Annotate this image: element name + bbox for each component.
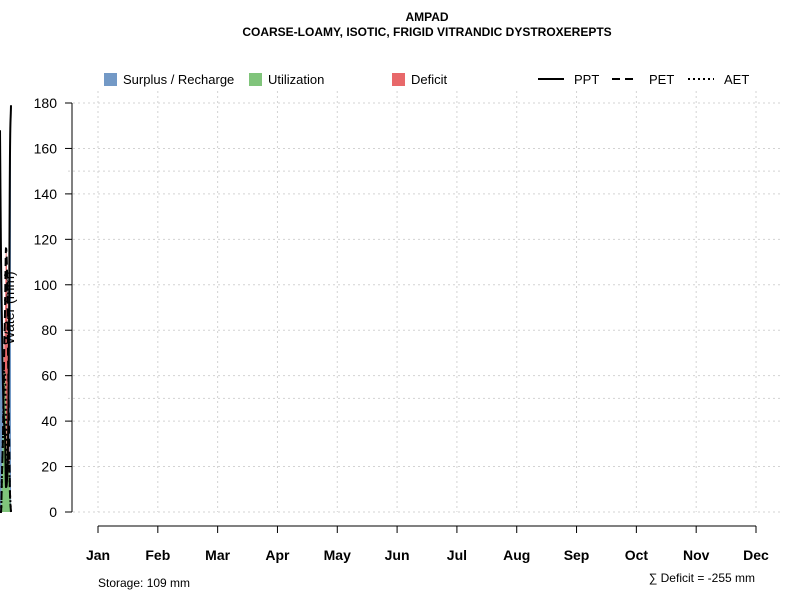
series-lines [0, 105, 12, 513]
chart-subtitle: COARSE-LOAMY, ISOTIC, FRIGID VITRANDIC D… [242, 25, 611, 39]
y-tick-label: 60 [41, 368, 57, 384]
x-tick-label: Aug [503, 547, 530, 563]
axes: 0 20 40 60 80 100 120 140 160 180 Jan Feb Mar Apr May J… [34, 95, 769, 563]
series-line-aet [0, 370, 12, 513]
y-tick-label: 140 [34, 186, 58, 202]
legend-swatch-utilization [249, 73, 262, 86]
chart-title: AMPAD [405, 10, 448, 24]
legend-label-utilization: Utilization [268, 72, 324, 87]
x-tick-label: Feb [145, 547, 170, 563]
legend-label-pet: PET [649, 72, 674, 87]
x-tick-label: Sep [564, 547, 590, 563]
x-tick-label: Jun [385, 547, 410, 563]
x-tick-label: Dec [743, 547, 769, 563]
x-tick-label: Oct [625, 547, 649, 563]
y-tick-label: 160 [34, 140, 58, 156]
y-tick-label: 120 [34, 231, 58, 247]
y-tick-label: 100 [34, 277, 58, 293]
grid [68, 91, 783, 513]
y-tick-label: 80 [41, 322, 57, 338]
legend-label-aet: AET [724, 72, 749, 87]
legend-label-deficit: Deficit [411, 72, 448, 87]
y-tick-label: 20 [41, 459, 57, 475]
legend-swatch-surplus [104, 73, 117, 86]
series-line-ppt [0, 105, 12, 489]
x-tick-label: Apr [265, 547, 290, 563]
legend-swatch-deficit [392, 73, 405, 86]
y-axis-title: Water (mm) [1, 271, 17, 344]
y-tick-label: 40 [41, 413, 57, 429]
y-tick-label: 0 [49, 504, 57, 520]
deficit-total: ∑ Deficit = -255 mm [649, 571, 755, 585]
storage-note: Storage: 109 mm [98, 576, 190, 590]
y-tick-label: 180 [34, 95, 58, 111]
x-tick-label: May [324, 547, 351, 563]
legend: Surplus / Recharge Utilization Deficit P… [104, 72, 749, 87]
x-tick-label: Mar [205, 547, 230, 563]
legend-label-surplus: Surplus / Recharge [123, 72, 234, 87]
legend-label-ppt: PPT [574, 72, 599, 87]
series-line-pet [0, 247, 12, 513]
x-tick-label: Jan [86, 547, 110, 563]
x-tick-label: Jul [447, 547, 467, 563]
x-tick-label: Nov [683, 547, 710, 563]
